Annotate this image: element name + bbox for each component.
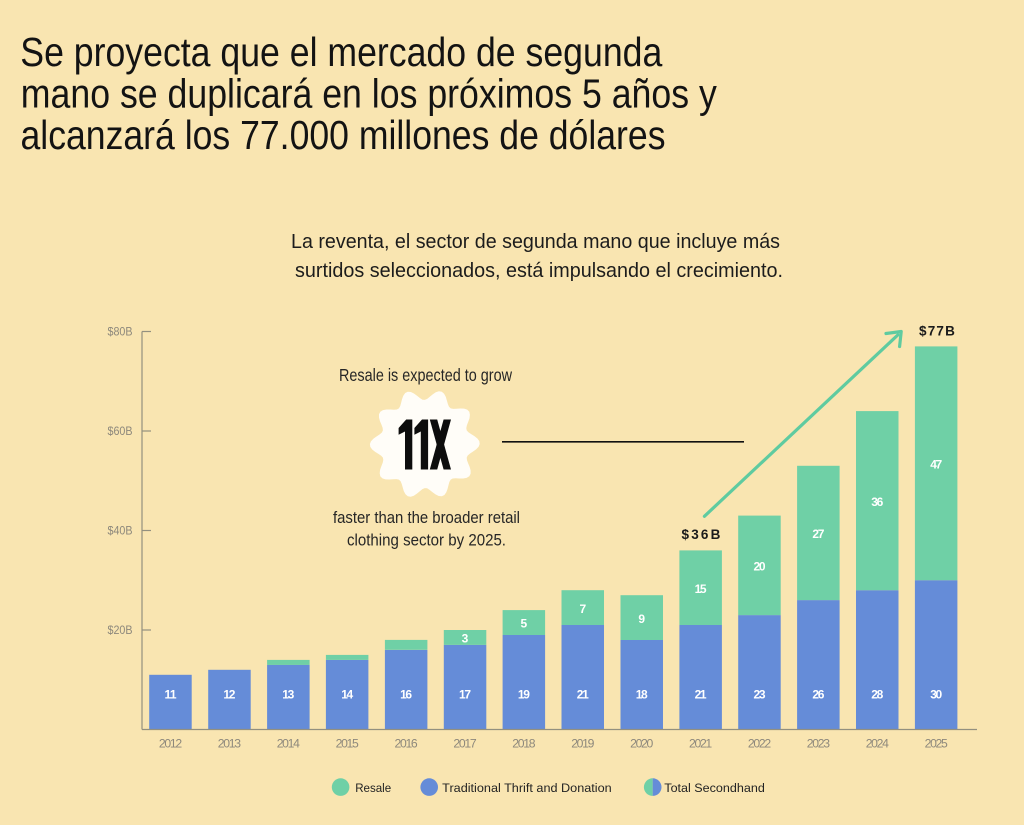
svg-text:30: 30: [930, 687, 942, 701]
svg-text:28: 28: [871, 687, 883, 701]
svg-text:2022: 2022: [748, 736, 771, 750]
svg-text:16: 16: [400, 687, 412, 701]
svg-text:18: 18: [636, 687, 648, 701]
svg-text:faster than the broader retail: faster than the broader retail: [333, 508, 520, 527]
svg-text:2021: 2021: [689, 736, 712, 750]
svg-text:47: 47: [930, 458, 942, 472]
svg-text:2017: 2017: [453, 736, 476, 750]
svg-text:19: 19: [518, 687, 530, 701]
svg-text:13: 13: [282, 687, 294, 701]
svg-text:Resale is expected to grow: Resale is expected to grow: [339, 365, 512, 385]
svg-text:mano se duplicará en los próxi: mano se duplicará en los próximos 5 años…: [21, 71, 717, 117]
svg-text:2025: 2025: [925, 736, 948, 750]
svg-text:17: 17: [459, 687, 471, 701]
svg-text:36: 36: [871, 495, 883, 509]
svg-text:2024: 2024: [866, 736, 889, 750]
svg-text:2013: 2013: [218, 736, 241, 750]
svg-text:14: 14: [341, 687, 353, 701]
svg-text:$60B: $60B: [108, 424, 133, 438]
svg-text:2016: 2016: [395, 736, 418, 750]
svg-text:2020: 2020: [630, 736, 653, 750]
svg-text:2023: 2023: [807, 736, 830, 750]
svg-text:clothing sector by 2025.: clothing sector by 2025.: [347, 531, 506, 550]
svg-text:2019: 2019: [571, 736, 594, 750]
svg-text:Traditional Thrift and Donatio: Traditional Thrift and Donation: [442, 781, 612, 795]
svg-text:21: 21: [695, 687, 707, 701]
svg-text:21: 21: [577, 687, 589, 701]
svg-text:2014: 2014: [277, 736, 300, 750]
svg-text:$20B: $20B: [108, 623, 133, 637]
svg-text:$40B: $40B: [108, 523, 133, 537]
svg-text:Se proyecta que el mercado de: Se proyecta que el mercado de segunda: [20, 29, 662, 75]
svg-text:26: 26: [812, 687, 824, 701]
svg-text:2018: 2018: [512, 736, 535, 750]
svg-text:La reventa, el sector de segun: La reventa, el sector de segunda mano qu…: [291, 230, 780, 253]
svg-text:2012: 2012: [159, 736, 182, 750]
svg-text:$77B: $77B: [919, 323, 956, 338]
svg-text:11: 11: [165, 687, 177, 701]
svg-text:5: 5: [521, 617, 528, 631]
svg-text:$36B: $36B: [682, 527, 723, 542]
svg-text:surtidos seleccionados, está i: surtidos seleccionados, está impulsando …: [295, 259, 783, 282]
svg-text:9: 9: [638, 612, 645, 626]
svg-text:23: 23: [754, 687, 766, 701]
svg-text:27: 27: [812, 527, 824, 541]
svg-text:20: 20: [754, 560, 766, 574]
svg-text:Total Secondhand: Total Secondhand: [664, 781, 765, 795]
svg-text:3: 3: [462, 632, 469, 646]
svg-text:15: 15: [695, 582, 707, 596]
svg-text:12: 12: [223, 687, 235, 701]
svg-text:alcanzará los 77.000 millones: alcanzará los 77.000 millones de dólares: [21, 112, 666, 158]
svg-text:2015: 2015: [336, 736, 359, 750]
svg-text:7: 7: [579, 602, 586, 616]
svg-text:Resale: Resale: [355, 781, 391, 795]
svg-text:$80B: $80B: [108, 324, 133, 338]
